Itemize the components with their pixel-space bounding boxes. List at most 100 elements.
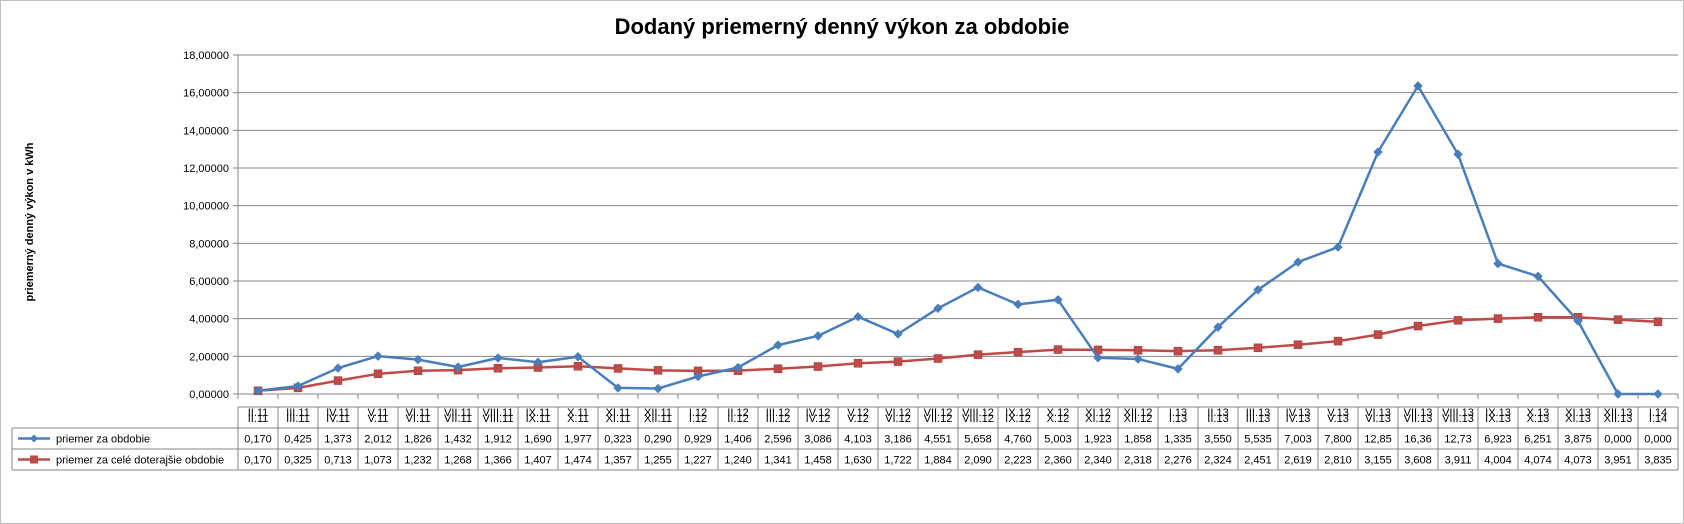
table-header-cell: III.13 xyxy=(1246,413,1270,425)
table-header-cell: I.13 xyxy=(1169,413,1187,425)
data-point xyxy=(1133,354,1143,364)
data-point xyxy=(1013,299,1023,310)
table-value-cell: 4,103 xyxy=(844,434,872,446)
x-tick-label: II.13 xyxy=(1207,407,1228,419)
table-value-cell: 2,318 xyxy=(1124,455,1152,467)
data-point xyxy=(1053,345,1063,354)
x-tick-label: V.12 xyxy=(847,407,869,419)
table-header-cell: IX.12 xyxy=(1005,413,1031,425)
y-tick-labels: 0,00000 2,00000 4,00000 6,00000 8,00000 10,00… xyxy=(183,50,229,401)
y-tick-label: 12,00000 xyxy=(183,163,229,175)
y-tick-label: 10,00000 xyxy=(183,201,229,213)
table-header-cell: VII.12 xyxy=(924,413,953,425)
table-header-cell: VI.13 xyxy=(1365,413,1391,425)
data-point xyxy=(1413,321,1423,331)
y-tick-label: 8,00000 xyxy=(189,238,229,250)
y-tick-label: 2,00000 xyxy=(189,351,229,363)
table-value-cell: 3,155 xyxy=(1364,455,1392,467)
x-tick-label: I.14 xyxy=(1649,407,1667,419)
data-point xyxy=(1253,285,1263,295)
data-point xyxy=(1053,295,1063,305)
table-value-cell: 5,003 xyxy=(1044,434,1072,446)
data-point xyxy=(933,354,943,363)
series-line xyxy=(257,84,1658,396)
table-value-cell: 1,255 xyxy=(644,455,672,467)
data-point xyxy=(293,381,303,391)
table-value-cell: 2,619 xyxy=(1284,455,1312,467)
table-header-cell: XI.11 xyxy=(606,413,631,425)
table-value-cell: 1,341 xyxy=(764,455,792,467)
data-point xyxy=(493,364,503,373)
data-point xyxy=(1333,242,1343,252)
x-tick-label: I.12 xyxy=(689,407,707,419)
table-value-cell: 3,608 xyxy=(1404,455,1432,467)
y-tick-label: 0,00000 xyxy=(189,389,229,401)
x-tick-label: I.13 xyxy=(1169,407,1187,419)
x-tick-label: VIII.12 xyxy=(962,407,994,419)
table-value-cell: 4,074 xyxy=(1524,455,1552,467)
table-header-cell: IV.12 xyxy=(806,413,831,425)
table-value-cell: 1,407 xyxy=(524,455,552,467)
table-header-cell: III.11 xyxy=(286,413,310,425)
table-header-cell: XII.11 xyxy=(644,413,672,425)
x-tick-label: IV.13 xyxy=(1286,407,1311,419)
data-point xyxy=(1253,343,1263,353)
data-point xyxy=(973,282,983,293)
table-value-cell: 1,826 xyxy=(404,434,432,446)
table-value-cell: 1,690 xyxy=(524,434,552,446)
data-point xyxy=(1333,336,1343,346)
table-value-cell: 7,800 xyxy=(1324,434,1352,446)
data-point xyxy=(773,340,783,350)
table-header-cell: IX.13 xyxy=(1485,413,1511,425)
table-value-cell: 7,003 xyxy=(1284,434,1312,446)
x-tick-label: XII.12 xyxy=(1124,407,1153,419)
data-point xyxy=(1493,314,1503,323)
table-value-cell: 0,323 xyxy=(604,434,632,446)
x-tick-label: IV.12 xyxy=(806,407,831,419)
table-value-cell: 1,268 xyxy=(444,455,472,467)
table-value-cell: 2,596 xyxy=(764,434,792,446)
table-value-cell: 5,535 xyxy=(1244,434,1272,446)
legend-label: priemer za celé doterajšie obdobie xyxy=(56,455,224,467)
table-header-cell: V.12 xyxy=(847,413,869,425)
table-value-cell: 2,360 xyxy=(1044,455,1072,467)
table-value-cell: 1,884 xyxy=(924,455,952,467)
table-value-cell: 3,186 xyxy=(884,434,912,446)
data-point xyxy=(333,376,343,385)
table-value-cell: 4,073 xyxy=(1564,455,1592,467)
data-point xyxy=(1293,257,1303,267)
legend-marker xyxy=(30,434,38,443)
table-value-cell: 4,760 xyxy=(1004,434,1032,446)
data-point xyxy=(253,386,263,396)
data-point xyxy=(693,371,703,382)
data-point xyxy=(1453,316,1463,325)
data-point xyxy=(453,362,463,372)
data-point xyxy=(1293,340,1303,349)
table-header-cell: I.14 xyxy=(1649,413,1667,425)
table-value-cell: 1,373 xyxy=(324,434,352,446)
data-point xyxy=(1533,313,1543,322)
y-tick-label: 6,00000 xyxy=(189,276,229,288)
x-tick-label: III.13 xyxy=(1246,407,1270,419)
table-value-cell: 4,004 xyxy=(1484,455,1512,467)
y-tick-label: 18,00000 xyxy=(183,50,229,62)
x-tick-label: XI.12 xyxy=(1085,407,1111,419)
x-tick-label: VII.12 xyxy=(924,407,953,419)
table-value-cell: 1,858 xyxy=(1124,434,1152,446)
data-point xyxy=(613,364,623,373)
chart-title: Dodaný priemerný denný výkon za obdobie xyxy=(614,14,1070,39)
table-header-cell: II.11 xyxy=(248,413,269,425)
data-point xyxy=(1613,389,1623,399)
table-header-cell: IV.11 xyxy=(326,413,350,425)
data-point xyxy=(373,369,383,379)
data-point xyxy=(1613,315,1623,324)
x-tick-label: VIII.13 xyxy=(1442,407,1474,419)
table-value-cell: 0,325 xyxy=(284,455,312,467)
table-header-cell: XII.12 xyxy=(1124,413,1153,425)
table-value-cell: 3,550 xyxy=(1204,434,1232,446)
data-point xyxy=(1133,346,1143,355)
data-point xyxy=(893,329,903,339)
table-header-cell: VIII.13 xyxy=(1442,413,1474,425)
series-period-average xyxy=(253,81,1663,399)
data-point xyxy=(413,354,423,365)
